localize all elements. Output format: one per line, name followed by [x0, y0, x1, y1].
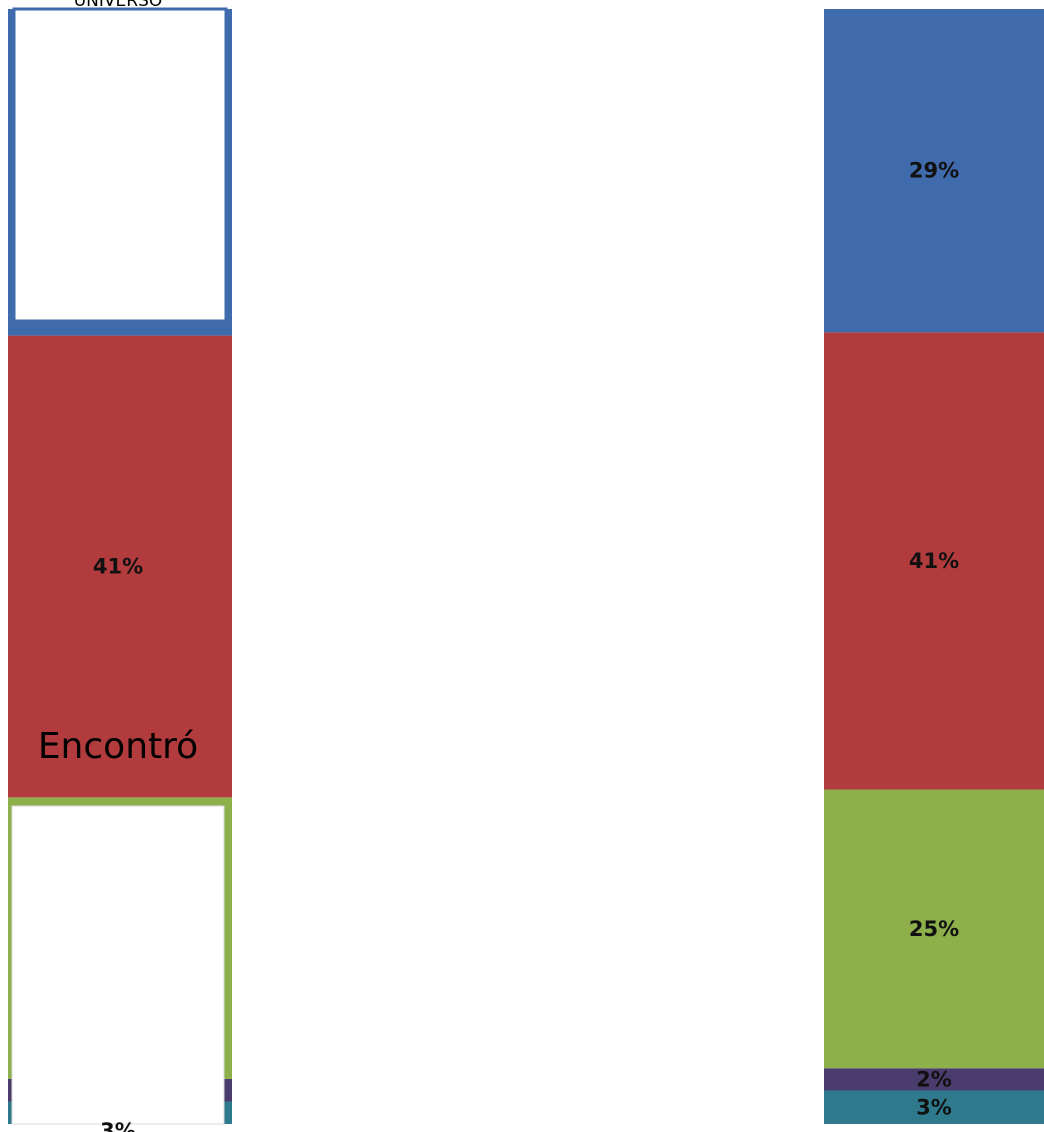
overlay-box-top — [12, 7, 228, 323]
data-labels-layer: 41% 3% 2% 25% 41% 29% — [93, 159, 959, 1120]
overlay-text: Encontró — [38, 726, 198, 767]
header-text: UNIVERSO — [74, 0, 163, 11]
bar-2-segment-4 — [824, 332, 1044, 790]
bar-2-segment-1 — [824, 1090, 1044, 1124]
bar-1-label-4: 41% — [93, 555, 143, 579]
bar-2-label-3: 25% — [909, 917, 959, 941]
bar-2-label-5: 29% — [909, 159, 959, 183]
bar-2-label-2: 2% — [916, 1067, 952, 1091]
left-bar-label-3pct-partial: 3% — [100, 1119, 136, 1132]
bar-2-label-1: 3% — [916, 1095, 952, 1119]
bar-1-segment-4 — [8, 335, 232, 798]
bar-2-segment-2 — [824, 1068, 1044, 1091]
overlay-box-bottom — [11, 805, 225, 1125]
bar-2-label-4: 41% — [909, 549, 959, 573]
bar-2-segment-3 — [824, 789, 1044, 1069]
bar-2-segment-5 — [824, 9, 1044, 333]
